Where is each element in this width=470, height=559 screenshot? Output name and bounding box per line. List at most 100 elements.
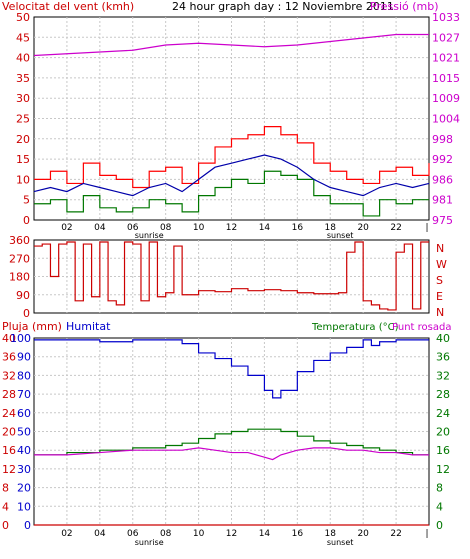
x-tick-label: 06: [127, 223, 139, 233]
direction-tick-label: 270: [9, 252, 30, 265]
sunrise-label: sunrise: [135, 538, 164, 547]
x-tick-end: |: [425, 223, 428, 233]
humidity-grid: [34, 338, 429, 525]
dew-axis-title: Punt rosada: [392, 322, 451, 333]
wind-average-line: [33, 154, 430, 197]
humidity-temperature-panel: 0 4 8 12 16 20 24 28 32 36 40 0 10 20 30 40 50 60 70 80 90 1…: [2, 320, 451, 547]
x-tick-label: 20: [357, 529, 369, 539]
temperature-tick-label: 24: [436, 407, 450, 420]
pressure-axis-ticks: 975 981 986 992 998 1004 1009 1015 1021 1027 1033: [432, 11, 460, 227]
direction-tick-label: 90: [16, 289, 30, 302]
humidity-tick-label: 30: [17, 463, 31, 476]
rain-tick-label: 20: [2, 426, 16, 439]
wind-gust-line: [34, 126, 430, 189]
humidity-tick-label: 50: [17, 426, 31, 439]
direction-tick-label: 360: [9, 234, 30, 247]
wind-x-axis: 02 04 06 08 10 12 14 16 18 20 22 | sunrise sunset: [61, 223, 428, 240]
pressure-tick-label: 981: [432, 194, 453, 207]
wind-tick-label: 45: [16, 31, 30, 44]
temperature-axis-ticks: 0 4 8 12 16 20 24 28 32 36 40: [436, 332, 450, 532]
x-tick-label: 12: [226, 529, 237, 539]
wind-tick-label: 25: [16, 113, 30, 126]
pressure-tick-label: 992: [432, 153, 453, 166]
wind-tick-label: 5: [23, 194, 30, 207]
pressure-tick-label: 1009: [432, 92, 460, 105]
humidity-tick-label: 70: [17, 388, 31, 401]
humidity-tick-label: 80: [17, 369, 31, 382]
humidity-tick-label: 100: [10, 332, 31, 345]
chart-title: 24 hour graph day : 12 Noviembre 2011: [172, 0, 394, 13]
dew-point-line: [34, 447, 429, 461]
x-tick-label: 22: [390, 529, 401, 539]
x-tick-label: 06: [127, 529, 139, 539]
wind-tick-label: 40: [16, 52, 30, 65]
temperature-tick-label: 4: [436, 500, 443, 513]
rain-tick-label: 8: [2, 482, 9, 495]
rain-tick-label: 12: [2, 463, 16, 476]
humidity-axis-ticks: 0 10 20 30 40 50 60 70 80 90 100: [10, 332, 31, 532]
x-tick-label: 16: [292, 529, 304, 539]
x-tick-label: 12: [226, 223, 237, 233]
sunrise-label: sunrise: [135, 231, 164, 240]
x-tick-end: |: [425, 529, 428, 539]
pressure-tick-label: 986: [432, 173, 453, 186]
humidity-tick-label: 60: [17, 407, 31, 420]
humidity-series: [34, 339, 429, 526]
x-tick-label: 08: [160, 223, 172, 233]
temperature-tick-label: 20: [436, 426, 450, 439]
compass-label: N: [436, 306, 444, 319]
direction-axis-ticks: 0 90 180 270 360: [9, 234, 30, 320]
rain-tick-label: 28: [2, 388, 16, 401]
wind-tick-label: 20: [16, 133, 30, 146]
humidity-tick-label: 0: [24, 519, 31, 532]
temperature-axis-title: Temperatura (°C): [311, 322, 399, 333]
wind-tick-label: 10: [16, 173, 30, 186]
humidity-tick-label: 20: [17, 482, 31, 495]
wind-series: [33, 33, 430, 217]
x-tick-label: 02: [61, 529, 72, 539]
temperature-tick-label: 8: [436, 482, 443, 495]
wind-tick-label: 35: [16, 72, 30, 85]
x-tick-label: 10: [193, 223, 205, 233]
humidity-line: [34, 339, 429, 399]
temperature-line: [34, 428, 429, 456]
rain-tick-label: 4: [2, 500, 9, 513]
direction-series: [34, 241, 429, 311]
humidity-axis-title: Humitat: [66, 320, 111, 333]
x-tick-label: 02: [61, 223, 72, 233]
x-tick-label: 08: [160, 529, 172, 539]
wind-lull-line: [34, 170, 429, 217]
temperature-tick-label: 28: [436, 388, 450, 401]
temperature-tick-label: 32: [436, 369, 450, 382]
wind-tick-label: 15: [16, 153, 30, 166]
pressure-tick-label: 1004: [432, 113, 460, 126]
temperature-tick-label: 36: [436, 351, 450, 364]
wind-axis-ticks: 0 5 10 15 20 25 30 35 40 45 50: [16, 11, 30, 227]
rain-tick-label: 24: [2, 407, 16, 420]
wind-tick-label: 0: [23, 214, 30, 227]
compass-label: E: [436, 290, 443, 303]
wind-axis-title: Velocitat del vent (kmh): [2, 0, 134, 13]
sunset-label: sunset: [327, 231, 354, 240]
pressure-line: [33, 33, 429, 57]
rain-axis-ticks: 0 4 8 12 16 20 24 28 32 36 40: [2, 332, 16, 532]
rain-tick-label: 32: [2, 369, 16, 382]
pressure-tick-label: 998: [432, 133, 453, 146]
wind-tick-label: 50: [16, 11, 30, 24]
temperature-tick-label: 40: [436, 332, 450, 345]
direction-tick-label: 180: [9, 271, 30, 284]
x-tick-label: 18: [325, 529, 337, 539]
pressure-tick-label: 1015: [432, 72, 460, 85]
pressure-tick-label: 975: [432, 214, 453, 227]
rain-tick-label: 40: [2, 332, 16, 345]
rain-tick-label: 16: [2, 444, 16, 457]
humidity-tick-label: 90: [17, 351, 31, 364]
temperature-tick-label: 0: [436, 519, 443, 532]
humidity-tick-label: 10: [17, 500, 31, 513]
direction-tick-label: 0: [23, 307, 30, 320]
pressure-axis-title: Pressió (mb): [370, 0, 439, 13]
